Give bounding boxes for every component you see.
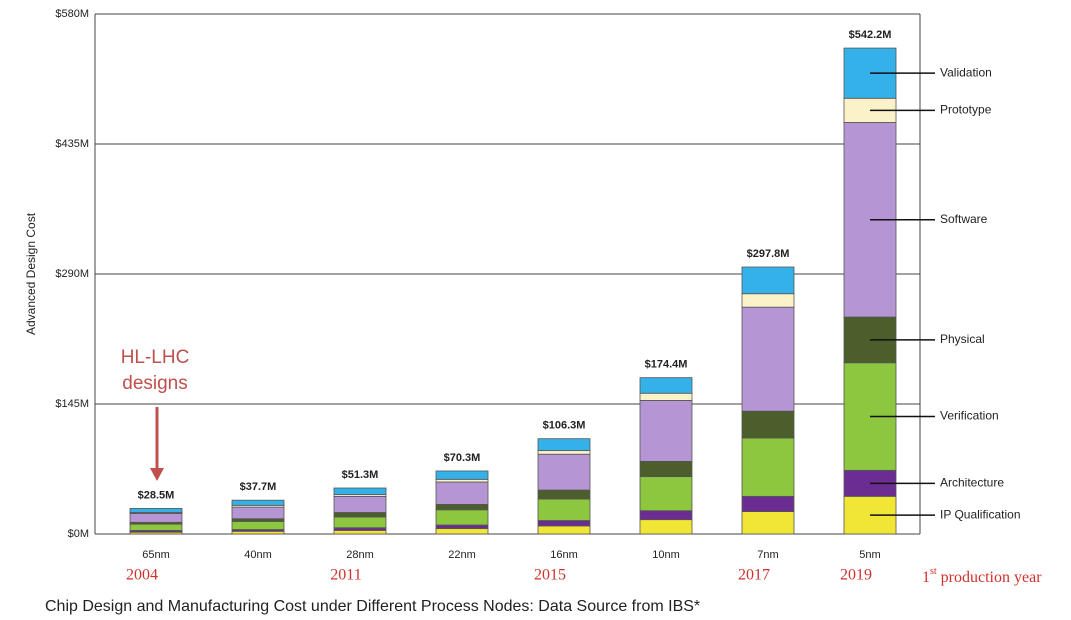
year-note-text: production year	[941, 569, 1043, 586]
year-label: 2019	[840, 567, 872, 584]
total-label: $174.4M	[645, 359, 688, 371]
legend-label: Physical	[940, 332, 985, 346]
y-axis-label: Advanced Design Cost	[24, 212, 38, 335]
x-tick-label: 10nm	[652, 549, 680, 561]
bar-segment	[741, 495, 795, 512]
bar-segment	[435, 470, 489, 480]
total-label: $70.3M	[444, 452, 481, 464]
legend-label: IP Qualification	[940, 507, 1021, 521]
bar-segment	[537, 525, 591, 535]
bar-segment	[231, 499, 285, 506]
bar-segment	[639, 519, 693, 535]
x-tick-label: 5nm	[859, 549, 880, 561]
bar-segment	[129, 523, 183, 531]
annotation: HL-LHC	[121, 347, 190, 368]
bar-segment	[435, 481, 489, 505]
bar-segment	[435, 524, 489, 530]
legend-label: Software	[940, 212, 988, 226]
total-label: $542.2M	[849, 29, 892, 41]
bar-segment	[333, 527, 387, 531]
year-label: 2004	[126, 567, 158, 584]
x-tick-label: 28nm	[346, 549, 374, 561]
bar-segment	[129, 508, 183, 513]
bar-segment	[333, 512, 387, 518]
bar-segment	[741, 266, 795, 295]
bar-segment	[639, 377, 693, 394]
bar-segment	[639, 476, 693, 512]
legend-label: Prototype	[940, 103, 992, 117]
caption: Chip Design and Manufacturing Cost under…	[45, 598, 700, 615]
year-note: 1st production year	[922, 566, 1042, 585]
bar-segment	[231, 518, 285, 522]
bar-segment	[231, 506, 285, 520]
bar-segment	[537, 450, 591, 455]
bar-segment	[741, 410, 795, 439]
y-tick-label: $580M	[55, 8, 89, 20]
bar-segment	[639, 400, 693, 462]
bar-segment	[537, 453, 591, 491]
bar-segment	[639, 392, 693, 401]
bar-segment	[741, 293, 795, 308]
bar-segment	[639, 510, 693, 521]
annotation: designs	[122, 373, 188, 394]
bar-segment	[741, 511, 795, 535]
year-note-num: 1	[922, 569, 930, 586]
legend-label: Validation	[940, 65, 992, 79]
bar-segment	[435, 504, 489, 511]
x-tick-label: 7nm	[757, 549, 778, 561]
legend-label: Architecture	[940, 476, 1004, 490]
legend-label: Verification	[940, 409, 999, 423]
bar-segment	[231, 521, 285, 530]
bar-segment	[435, 509, 489, 526]
total-label: $28.5M	[138, 489, 175, 501]
y-tick-label: $0M	[68, 528, 89, 540]
bar-segment	[537, 489, 591, 500]
bar-segment	[333, 495, 387, 513]
year-note-sup: st	[930, 566, 937, 577]
bar-segment	[639, 460, 693, 478]
total-label: $297.8M	[747, 248, 790, 260]
annotation-arrow-head	[150, 468, 164, 481]
bar-segment	[333, 516, 387, 529]
bar-segment	[741, 306, 795, 412]
bar-segment	[129, 512, 183, 523]
bar-segment	[741, 437, 795, 497]
x-tick-label: 22nm	[448, 549, 476, 561]
bar-segment	[333, 487, 387, 495]
total-label: $106.3M	[543, 420, 586, 432]
bar-segment	[537, 498, 591, 521]
year-label: 2015	[534, 567, 566, 584]
total-label: $51.3M	[342, 469, 379, 481]
year-label: 2017	[738, 567, 770, 584]
bar-segment	[537, 438, 591, 452]
y-tick-label: $435M	[55, 138, 89, 150]
y-tick-label: $145M	[55, 398, 89, 410]
x-tick-label: 65nm	[142, 549, 170, 561]
bar-segment	[435, 478, 489, 483]
bar-segment	[333, 530, 387, 535]
y-tick-label: $290M	[55, 268, 89, 280]
bar-segment	[435, 528, 489, 535]
bar-segment	[537, 520, 591, 527]
bar-segment	[231, 530, 285, 535]
year-label: 2011	[330, 567, 361, 584]
total-label: $37.7M	[240, 481, 277, 493]
x-tick-label: 16nm	[550, 549, 578, 561]
x-tick-label: 40nm	[244, 549, 272, 561]
